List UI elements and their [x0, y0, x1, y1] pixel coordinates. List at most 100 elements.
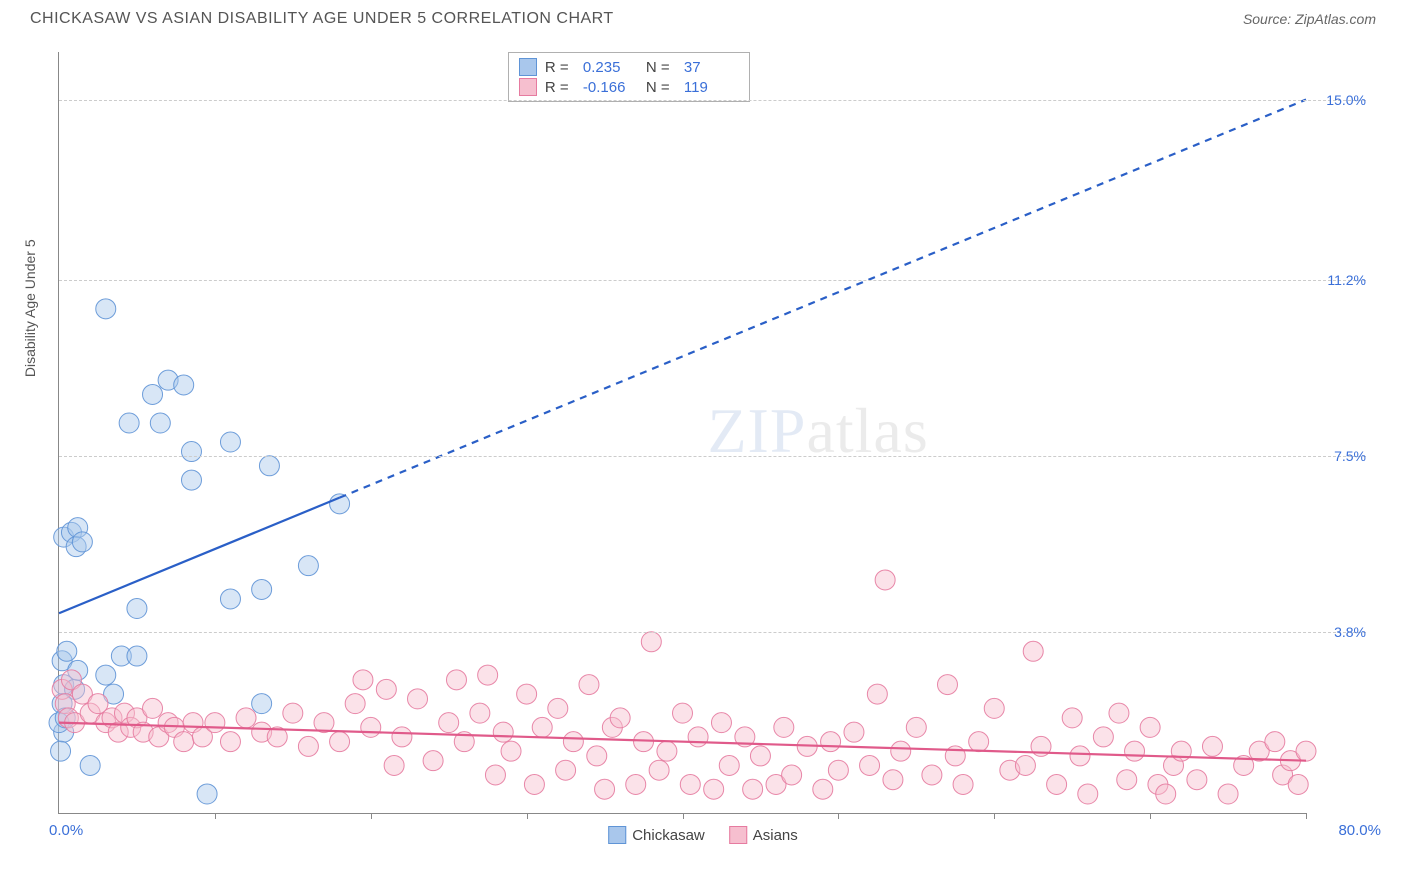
- data-point: [72, 532, 92, 552]
- data-point: [774, 717, 794, 737]
- data-point: [1218, 784, 1238, 804]
- data-point: [875, 570, 895, 590]
- data-point: [1117, 770, 1137, 790]
- chart-title: CHICKASAW VS ASIAN DISABILITY AGE UNDER …: [30, 10, 614, 28]
- data-point: [181, 470, 201, 490]
- trend-line-solid: [59, 723, 1306, 761]
- legend-item: Asians: [729, 826, 798, 844]
- data-point: [704, 779, 724, 799]
- data-point: [813, 779, 833, 799]
- plot-svg: [59, 52, 1306, 813]
- x-tick: [371, 813, 372, 819]
- n-value: 119: [684, 79, 739, 96]
- source-label: Source: ZipAtlas.com: [1243, 11, 1376, 27]
- data-point: [743, 779, 763, 799]
- data-point: [1062, 708, 1082, 728]
- r-value: -0.166: [583, 79, 638, 96]
- data-point: [96, 665, 116, 685]
- data-point: [1125, 741, 1145, 761]
- legend-swatch: [729, 826, 747, 844]
- data-point: [330, 732, 350, 752]
- data-point: [384, 755, 404, 775]
- y-axis-label: Disability Age Under 5: [22, 239, 38, 377]
- x-tick: [1150, 813, 1151, 819]
- stats-row: R =0.235N =37: [519, 57, 739, 77]
- data-point: [283, 703, 303, 723]
- data-point: [220, 589, 240, 609]
- data-point: [1015, 755, 1035, 775]
- data-point: [595, 779, 615, 799]
- gridline: [59, 632, 1366, 633]
- data-point: [626, 774, 646, 794]
- data-point: [150, 413, 170, 433]
- data-point: [353, 670, 373, 690]
- trend-line-dashed: [340, 100, 1306, 498]
- data-point: [119, 413, 139, 433]
- x-min-label: 0.0%: [49, 822, 83, 839]
- bottom-legend: Chickasaw Asians: [608, 826, 798, 844]
- r-label: R =: [545, 79, 575, 96]
- data-point: [556, 760, 576, 780]
- data-point: [922, 765, 942, 785]
- data-point: [1296, 741, 1316, 761]
- data-point: [883, 770, 903, 790]
- r-label: R =: [545, 59, 575, 76]
- data-point: [750, 746, 770, 766]
- data-point: [143, 384, 163, 404]
- data-point: [548, 698, 568, 718]
- data-point: [181, 442, 201, 462]
- data-point: [298, 556, 318, 576]
- chart-area: Disability Age Under 5 ZIPatlas R =0.235…: [30, 40, 1376, 852]
- data-point: [1156, 784, 1176, 804]
- data-point: [1187, 770, 1207, 790]
- data-point: [174, 732, 194, 752]
- x-tick: [527, 813, 528, 819]
- data-point: [408, 689, 428, 709]
- plot-region: ZIPatlas R =0.235N =37R =-0.166N =119 0.…: [58, 52, 1306, 814]
- data-point: [641, 632, 661, 652]
- data-point: [711, 713, 731, 733]
- data-point: [446, 670, 466, 690]
- data-point: [96, 299, 116, 319]
- data-point: [891, 741, 911, 761]
- data-point: [1047, 774, 1067, 794]
- data-point: [205, 713, 225, 733]
- legend-swatch: [519, 58, 537, 76]
- data-point: [563, 732, 583, 752]
- data-point: [673, 703, 693, 723]
- data-point: [821, 732, 841, 752]
- x-tick: [1306, 813, 1307, 819]
- data-point: [649, 760, 669, 780]
- data-point: [127, 598, 147, 618]
- data-point: [252, 579, 272, 599]
- data-point: [937, 675, 957, 695]
- data-point: [1109, 703, 1129, 723]
- y-tick-label: 11.2%: [1327, 272, 1366, 288]
- data-point: [610, 708, 630, 728]
- data-point: [524, 774, 544, 794]
- y-tick-label: 15.0%: [1326, 92, 1366, 108]
- data-point: [423, 751, 443, 771]
- data-point: [470, 703, 490, 723]
- data-point: [782, 765, 802, 785]
- data-point: [376, 679, 396, 699]
- data-point: [493, 722, 513, 742]
- legend-swatch: [608, 826, 626, 844]
- n-label: N =: [646, 59, 676, 76]
- legend-item: Chickasaw: [608, 826, 705, 844]
- data-point: [906, 717, 926, 737]
- data-point: [1140, 717, 1160, 737]
- data-point: [220, 732, 240, 752]
- n-label: N =: [646, 79, 676, 96]
- data-point: [57, 641, 77, 661]
- data-point: [517, 684, 537, 704]
- data-point: [953, 774, 973, 794]
- data-point: [1078, 784, 1098, 804]
- x-tick: [683, 813, 684, 819]
- data-point: [844, 722, 864, 742]
- data-point: [236, 708, 256, 728]
- x-tick: [215, 813, 216, 819]
- data-point: [587, 746, 607, 766]
- data-point: [719, 755, 739, 775]
- data-point: [867, 684, 887, 704]
